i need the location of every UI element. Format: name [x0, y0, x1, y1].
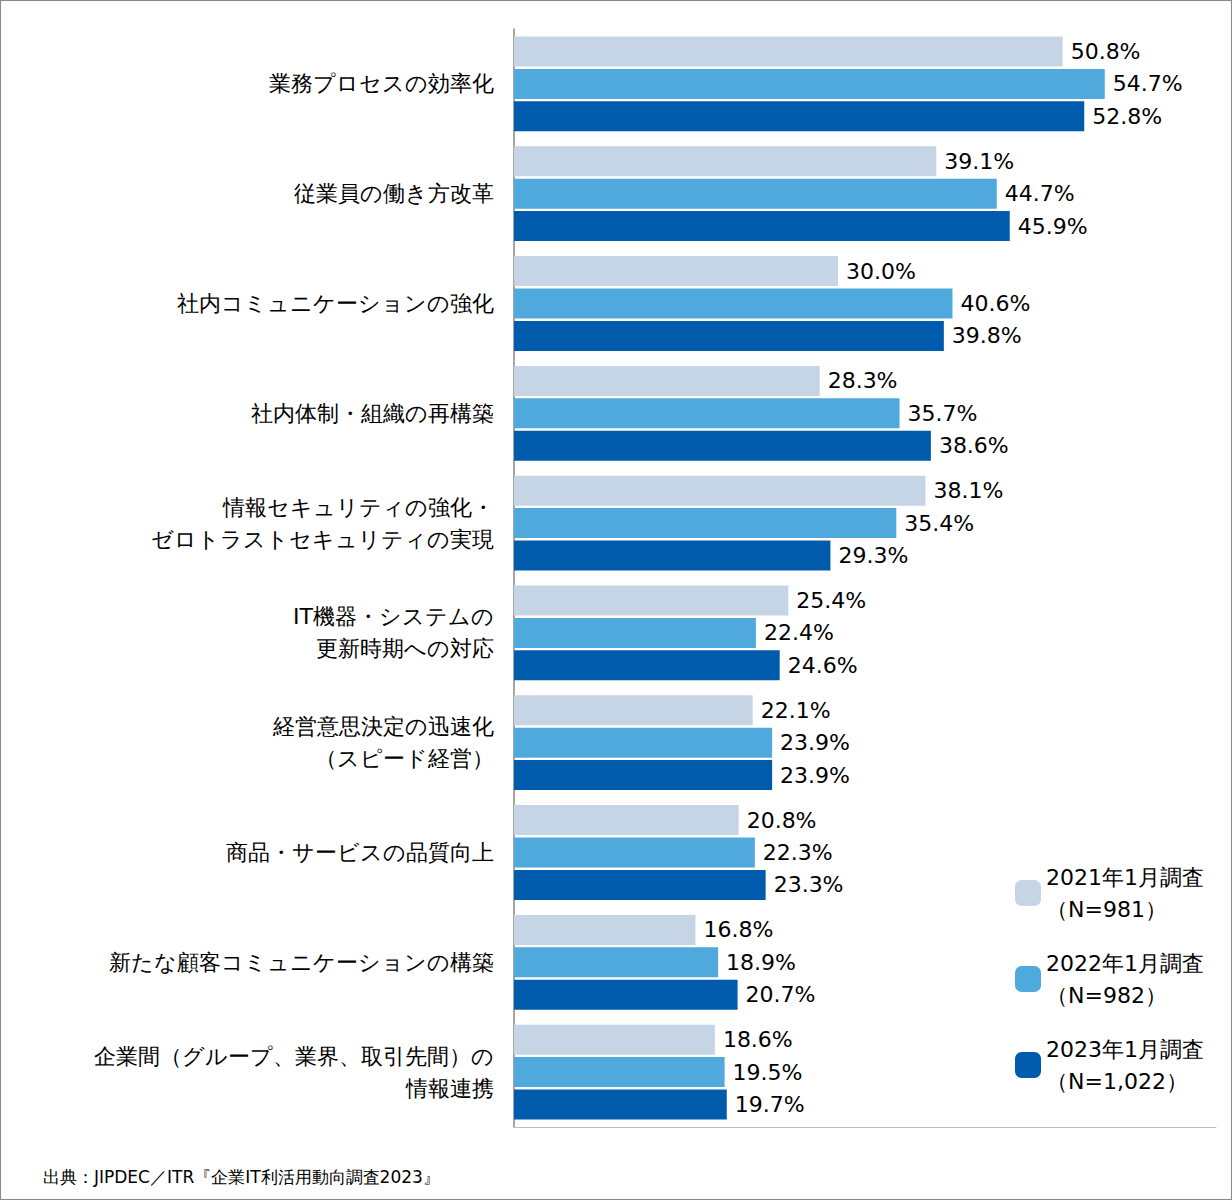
- svg-text:38.1%: 38.1%: [933, 478, 1003, 503]
- svg-text:（スピード経営）: （スピード経営）: [315, 746, 494, 771]
- svg-text:45.9%: 45.9%: [1018, 214, 1088, 239]
- svg-text:39.1%: 39.1%: [944, 149, 1014, 174]
- svg-text:従業員の働き方改革: 従業員の働き方改革: [294, 181, 494, 206]
- svg-text:24.6%: 24.6%: [788, 653, 858, 678]
- svg-text:（N=1,022）: （N=1,022）: [1046, 1069, 1188, 1094]
- svg-text:情報連携: 情報連携: [405, 1076, 494, 1101]
- svg-text:52.8%: 52.8%: [1092, 104, 1162, 129]
- svg-text:18.6%: 18.6%: [723, 1027, 793, 1052]
- svg-text:19.5%: 19.5%: [733, 1060, 803, 1085]
- svg-text:（N=981）: （N=981）: [1046, 897, 1167, 922]
- svg-text:更新時期への対応: 更新時期への対応: [316, 636, 494, 661]
- svg-text:ゼロトラストセキュリティの実現: ゼロトラストセキュリティの実現: [151, 527, 494, 552]
- svg-text:商品・サービスの品質向上: 商品・サービスの品質向上: [226, 840, 494, 865]
- svg-text:54.7%: 54.7%: [1113, 71, 1183, 96]
- svg-text:39.8%: 39.8%: [952, 323, 1022, 348]
- svg-text:29.3%: 29.3%: [838, 543, 908, 568]
- svg-text:経営意思決定の迅速化: 経営意思決定の迅速化: [272, 714, 494, 739]
- svg-text:28.3%: 28.3%: [828, 368, 898, 393]
- svg-text:2023年1月調査: 2023年1月調査: [1046, 1037, 1204, 1062]
- svg-text:IT機器・システムの: IT機器・システムの: [293, 604, 494, 629]
- svg-text:企業間（グループ、業界、取引先間）の: 企業間（グループ、業界、取引先間）の: [94, 1044, 494, 1069]
- svg-text:30.0%: 30.0%: [846, 259, 916, 284]
- svg-text:19.7%: 19.7%: [735, 1092, 805, 1117]
- svg-text:20.8%: 20.8%: [747, 808, 817, 833]
- svg-text:38.6%: 38.6%: [939, 433, 1009, 458]
- svg-text:40.6%: 40.6%: [960, 291, 1030, 316]
- svg-text:22.4%: 22.4%: [764, 620, 834, 645]
- svg-text:25.4%: 25.4%: [796, 588, 866, 613]
- svg-text:22.1%: 22.1%: [761, 698, 831, 723]
- svg-text:20.7%: 20.7%: [746, 982, 816, 1007]
- svg-text:業務プロセスの効率化: 業務プロセスの効率化: [269, 71, 494, 96]
- svg-text:23.3%: 23.3%: [774, 872, 844, 897]
- svg-text:35.4%: 35.4%: [904, 511, 974, 536]
- svg-text:50.8%: 50.8%: [1071, 39, 1141, 64]
- svg-text:新たな顧客コミュニケーションの構築: 新たな顧客コミュニケーションの構築: [109, 950, 494, 975]
- svg-text:2021年1月調査: 2021年1月調査: [1046, 865, 1204, 890]
- svg-text:23.9%: 23.9%: [780, 763, 850, 788]
- svg-text:社内体制・組織の再構築: 社内体制・組織の再構築: [251, 401, 494, 426]
- svg-text:（N=982）: （N=982）: [1046, 983, 1167, 1008]
- svg-text:16.8%: 16.8%: [703, 917, 773, 942]
- svg-text:44.7%: 44.7%: [1005, 181, 1075, 206]
- svg-text:23.9%: 23.9%: [780, 730, 850, 755]
- svg-text:出典：JIPDEC／ITR『企業IT利活用動向調査2023』: 出典：JIPDEC／ITR『企業IT利活用動向調査2023』: [43, 1167, 440, 1187]
- svg-text:22.3%: 22.3%: [763, 840, 833, 865]
- svg-text:18.9%: 18.9%: [726, 950, 796, 975]
- svg-text:2022年1月調査: 2022年1月調査: [1046, 951, 1204, 976]
- svg-text:社内コミュニケーションの強化: 社内コミュニケーションの強化: [177, 291, 494, 316]
- svg-text:情報セキュリティの強化・: 情報セキュリティの強化・: [222, 495, 494, 520]
- svg-text:35.7%: 35.7%: [908, 401, 978, 426]
